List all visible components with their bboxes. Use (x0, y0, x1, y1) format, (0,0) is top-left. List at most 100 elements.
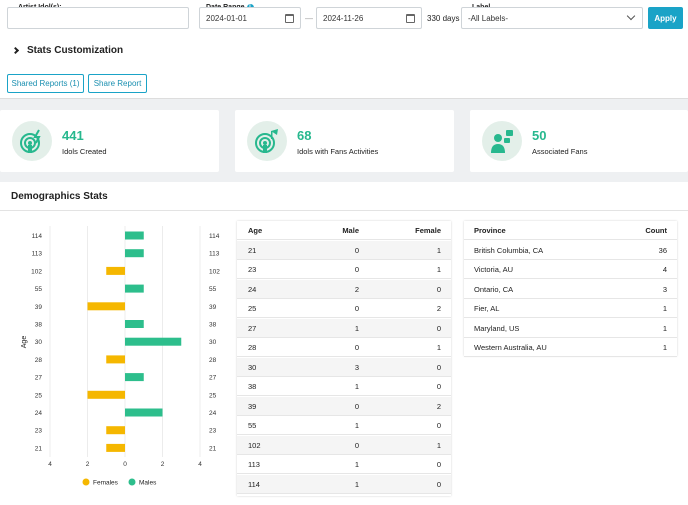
stats-customization-label: Stats Customization (27, 45, 124, 56)
y-tick-label-left: 25 (35, 392, 43, 399)
bar-male (125, 284, 144, 293)
x-tick-label: 4 (198, 461, 202, 468)
y-tick-label-right: 23 (209, 428, 217, 435)
y-tick-label-right: 25 (209, 392, 217, 399)
bar-male (125, 408, 163, 417)
shared-reports-button[interactable]: Shared Reports (1) (7, 74, 84, 93)
age-cell: 114 (248, 479, 260, 489)
column-header: Age (248, 226, 263, 235)
bar-male (125, 249, 144, 258)
y-tick-label-left: 27 (35, 375, 43, 382)
calendar-icon[interactable] (285, 14, 294, 23)
province-cell: Fier, AL (474, 304, 500, 313)
age-cell: 38 (248, 382, 257, 391)
stat-label: Associated Fans (532, 147, 588, 156)
table-row: Maryland, US 1 (464, 319, 677, 338)
female-count-cell: 0 (436, 460, 441, 469)
bar-female (106, 443, 125, 452)
stat-value: 441 (62, 128, 84, 143)
male-count-cell: 1 (354, 421, 359, 430)
female-count-cell: 0 (436, 284, 441, 294)
province-table: Province Count British Columbia, CA 36 Victo… (464, 221, 677, 357)
age-cell: 28 (248, 343, 257, 352)
stat-value: 50 (532, 128, 547, 143)
date-from-input[interactable]: 2024-01-01 (199, 7, 301, 29)
label-select[interactable]: -All Labels- (461, 7, 643, 29)
age-cell: 27 (248, 323, 257, 333)
calendar-icon[interactable] (406, 14, 415, 23)
column-header: Count (645, 226, 667, 235)
province-cell: Ontario, CA (474, 284, 514, 294)
age-cell: 24 (248, 284, 257, 294)
share-report-button[interactable]: Share Report (88, 74, 147, 93)
legend-swatch-female (82, 478, 90, 486)
stat-card-associated-fans: 50 Associated Fans (470, 110, 688, 172)
table-row: 25 0 2 (237, 299, 451, 318)
date-from-value: 2024-01-01 (206, 13, 247, 23)
table-row: Ontario, CA 3 (464, 280, 677, 299)
y-tick-label-right: 27 (209, 375, 217, 382)
stat-card-idols-with-fans: 68 Idols with Fans Activities (235, 110, 454, 172)
male-count-cell: 0 (354, 304, 359, 313)
count-cell: 1 (662, 323, 667, 333)
female-count-cell: 0 (436, 479, 441, 489)
column-header: Female (415, 226, 441, 235)
artist-idols-input[interactable] (7, 7, 189, 29)
table-row: 28 0 1 (237, 338, 451, 357)
stats-customization-toggle[interactable]: Stats Customization (11, 45, 124, 56)
stat-label: Idols Created (62, 147, 107, 156)
female-count-cell: 1 (436, 343, 441, 352)
stat-card-idols-created: 441 Idols Created (0, 110, 219, 172)
legend-swatch-male (128, 478, 136, 486)
bar-male (125, 320, 144, 328)
bar-female (106, 426, 125, 435)
province-cell: British Columbia, CA (474, 245, 544, 255)
table-row: 21 0 1 (237, 240, 451, 260)
table-row: 38 1 0 (237, 377, 451, 396)
y-tick-label-left: 23 (35, 428, 43, 435)
fan-activity-icon (247, 121, 287, 161)
age-cell: 30 (248, 362, 257, 372)
bar-female (106, 266, 125, 275)
female-count-cell: 1 (436, 265, 441, 274)
column-header: Male (342, 226, 359, 235)
male-count-cell: 0 (354, 343, 359, 352)
male-count-cell: 2 (354, 284, 359, 294)
idol-broadcast-icon (12, 121, 52, 161)
female-count-cell: 2 (436, 401, 441, 411)
age-cell: 21 (248, 245, 257, 255)
y-tick-label-right: 114 (209, 233, 220, 240)
y-tick-label-left: 24 (35, 410, 43, 417)
province-cell: Maryland, US (474, 323, 520, 333)
age-cell: 39 (248, 401, 257, 411)
female-count-cell: 0 (436, 362, 441, 372)
y-tick-label-left: 114 (32, 233, 43, 240)
table-row: 114 1 0 (237, 474, 451, 494)
age-cell: 55 (248, 421, 257, 430)
section-title: Demographics Stats (11, 191, 108, 202)
bar-female (106, 355, 125, 364)
stat-label: Idols with Fans Activities (297, 147, 379, 156)
male-count-cell: 1 (354, 460, 359, 469)
male-count-cell: 1 (354, 479, 359, 489)
table-row: 39 0 2 (237, 396, 451, 416)
apply-button[interactable]: Apply (648, 7, 683, 29)
table-row: 113 1 0 (237, 455, 451, 474)
female-count-cell: 0 (436, 421, 441, 430)
date-to-value: 2024-11-26 (323, 13, 364, 23)
y-axis-label: Age (21, 336, 28, 349)
count-cell: 36 (658, 245, 667, 255)
chevron-down-icon (626, 11, 636, 21)
province-cell: Western Australia, AU (474, 343, 547, 352)
count-cell: 4 (662, 265, 667, 274)
age-cell: 102 (248, 440, 261, 450)
age-cell: 25 (248, 304, 257, 313)
table-row: 55 1 0 (237, 416, 451, 435)
date-to-input[interactable]: 2024-11-26 (316, 7, 422, 29)
age-cell: 113 (248, 460, 260, 469)
table-row: 23 0 1 (237, 260, 451, 279)
y-tick-label-right: 102 (209, 268, 220, 275)
male-count-cell: 1 (354, 382, 359, 391)
y-tick-label-left: 102 (31, 268, 42, 275)
column-header: Province (474, 226, 506, 235)
